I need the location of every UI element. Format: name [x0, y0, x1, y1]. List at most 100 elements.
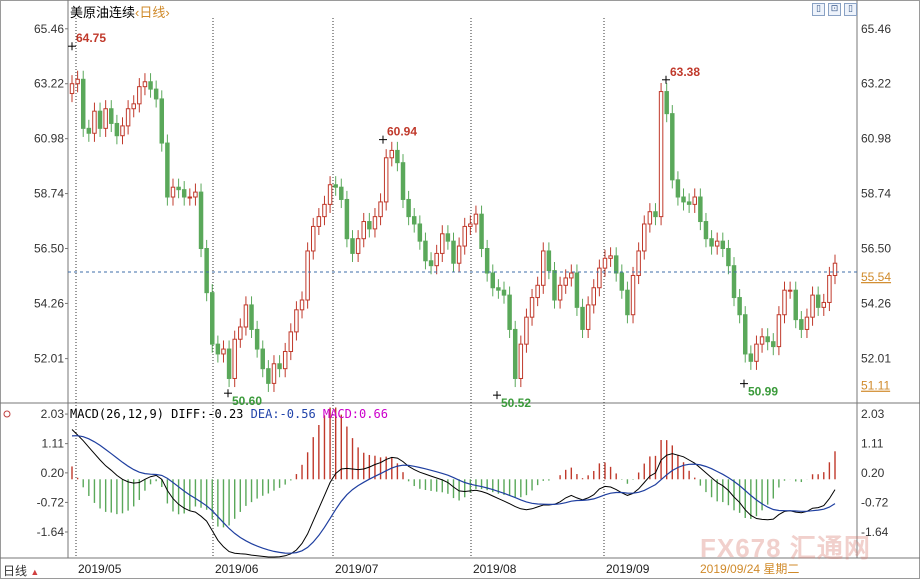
symbol-name: 美原油连续 — [70, 5, 136, 20]
candle-body — [512, 328, 518, 379]
candle-body — [238, 326, 243, 340]
candle-body — [827, 274, 832, 303]
high-annotation: 60.94 — [387, 125, 417, 139]
candle-body — [254, 328, 260, 350]
period-tab[interactable]: 日线 ▲ — [3, 562, 39, 579]
candle-body — [703, 221, 709, 240]
candle-body — [462, 225, 467, 247]
layout-split-glyph: ▯ — [848, 4, 853, 14]
candle-body — [383, 157, 389, 203]
dea-line — [71, 435, 836, 554]
candle-body — [810, 294, 815, 318]
candle-body — [372, 216, 378, 230]
candle-body — [479, 213, 484, 250]
candle-body — [148, 81, 153, 90]
candle-body — [271, 363, 277, 384]
candle-body — [490, 272, 496, 289]
macd-tick-left: 0.20 — [41, 466, 65, 480]
candle-body — [137, 86, 142, 105]
candle-body — [333, 184, 338, 188]
candle-body — [496, 287, 501, 291]
candle-body — [361, 221, 366, 240]
candle-body — [692, 196, 697, 205]
candle-body — [748, 353, 754, 362]
candle-body — [518, 343, 524, 379]
candle-body — [305, 250, 310, 301]
layout-grid-icon[interactable]: ⊡ — [828, 3, 841, 16]
candle-body — [709, 238, 714, 247]
candle-body — [658, 91, 664, 218]
candle-body — [159, 98, 165, 144]
macd-diff-value: DIFF:-0.23 — [171, 407, 244, 421]
candle-body — [484, 248, 490, 274]
candle-body — [670, 113, 675, 181]
candle-body — [529, 297, 535, 318]
low-annotation: 50.60 — [232, 394, 262, 408]
candle-body — [681, 196, 686, 203]
candle-body — [226, 348, 232, 379]
period-label: ‹日线› — [135, 5, 170, 20]
candle-body — [754, 343, 759, 362]
candle-body — [181, 189, 187, 198]
candle-body — [630, 274, 636, 316]
macd-tick-right: 2.03 — [861, 407, 885, 421]
layout-single-icon[interactable]: ▯ — [812, 3, 825, 16]
candle-body — [221, 348, 226, 355]
candle-body — [591, 287, 596, 306]
candle-body — [288, 331, 294, 353]
macd-tick-left: -0.72 — [37, 495, 65, 509]
candle-body — [563, 277, 568, 286]
layout-split-icon[interactable]: ▯ — [844, 3, 857, 16]
candle-body — [815, 294, 821, 308]
candle-body — [389, 149, 395, 159]
watermark: FX678 汇通网 — [700, 533, 871, 563]
candle-body — [406, 198, 411, 218]
indicator-settings-icon — [3, 410, 11, 418]
candle-body — [602, 257, 608, 269]
candle-body — [165, 142, 170, 198]
candle-body — [193, 191, 198, 198]
candle-body — [569, 272, 574, 279]
macd-tick-right: -0.72 — [861, 495, 889, 509]
candle-body — [243, 304, 249, 328]
candle-body — [714, 240, 720, 247]
candle-body — [524, 316, 529, 345]
candle-body — [434, 252, 439, 267]
price-tick-left: 56.50 — [34, 242, 64, 256]
candle-body — [619, 272, 625, 291]
candle-body — [468, 223, 473, 227]
candle-body — [417, 223, 423, 242]
candle-body — [501, 289, 507, 296]
candle-body — [636, 250, 641, 276]
candle-body — [787, 289, 793, 292]
macd-tick-left: -1.64 — [37, 525, 65, 539]
candle-body — [75, 78, 80, 85]
candle-body — [125, 108, 131, 127]
candle-body — [400, 162, 406, 200]
candle-body — [698, 196, 703, 223]
candle-body — [720, 240, 726, 250]
candle-body — [69, 83, 75, 95]
low-annotation: 50.99 — [748, 385, 778, 399]
candle-body — [294, 309, 299, 333]
candle-body — [456, 245, 462, 264]
candle-body — [266, 368, 271, 384]
candle-body — [731, 265, 737, 299]
macd-tick-right: 1.11 — [861, 437, 884, 451]
candle-body — [473, 213, 479, 225]
candle-body — [97, 110, 103, 129]
price-tick-left: 65.46 — [34, 22, 64, 36]
candle-body — [350, 238, 355, 254]
current-price-badge: 55.54 — [861, 270, 891, 284]
price-tick-right: 63.22 — [861, 77, 891, 91]
diff-line — [71, 429, 836, 558]
price-tick-right: 52.01 — [861, 352, 891, 366]
candle-body — [423, 240, 428, 262]
candle-body — [799, 319, 804, 330]
price-tick-right: 60.98 — [861, 132, 891, 146]
price-tick-right: 54.26 — [861, 296, 891, 310]
price-tick-left: 54.26 — [34, 296, 64, 310]
candle-body — [765, 336, 770, 343]
candle-body — [580, 306, 585, 330]
